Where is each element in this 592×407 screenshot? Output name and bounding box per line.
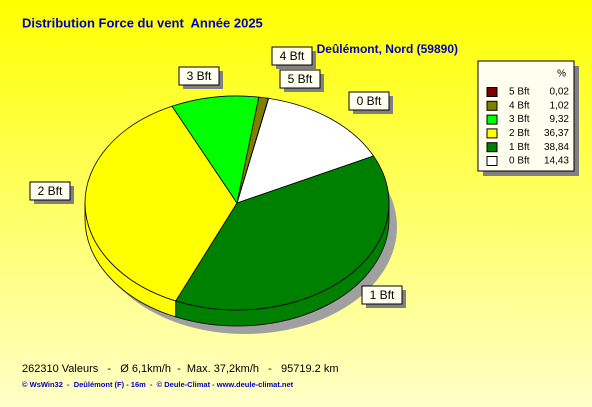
slice-label: 2 Bft	[38, 184, 63, 198]
label-box	[348, 91, 390, 111]
slice	[236, 97, 270, 204]
legend-label: 4 Bft	[509, 100, 530, 111]
slice-label: 4 Bft	[280, 49, 305, 63]
slice-label: 0 Bft	[357, 94, 382, 108]
legend-label: 3 Bft	[509, 114, 530, 125]
slice-labels: 5 Bft 4 Bft 3 Bft 2 Bft 1 Bft 0 Bft	[29, 46, 406, 308]
legend-label: 1 Bft	[509, 142, 530, 153]
legend-swatch	[486, 156, 498, 166]
legend-header: %	[557, 69, 566, 80]
label-box	[271, 46, 313, 66]
legend-swatch	[486, 100, 498, 111]
legend-value: 14,43	[544, 156, 569, 167]
footer: 262310 Valeurs - Ø 6,1km/h - Max. 37,2km…	[22, 363, 339, 375]
legend-entries: 5 Bft 0,02 4 Bft 1,02 3 Bft 9,32 2 Bft 36,37 1 B…	[486, 87, 570, 167]
pie	[84, 95, 397, 334]
legend-swatch	[486, 87, 498, 97]
legend-swatch	[486, 142, 498, 153]
slice	[84, 105, 238, 302]
slice-label: 1 Bft	[370, 288, 395, 302]
slice-label: 5 Bft	[288, 72, 313, 86]
legend-label: 0 Bft	[509, 156, 530, 167]
legend-label: 5 Bft	[509, 87, 530, 98]
slice-label: 3 Bft	[187, 69, 212, 83]
legend-value: 38,84	[544, 142, 569, 153]
chart-subtitle: Deûlémont, Nord (59890)	[317, 42, 458, 56]
label-box	[29, 181, 71, 201]
label-box	[279, 69, 321, 89]
legend-swatch	[486, 128, 498, 139]
legend-value: 9,32	[550, 114, 570, 125]
legend-value: 36,37	[544, 128, 569, 139]
slice	[236, 97, 375, 204]
credit: © WsWin32 - Deûlémont (F) - 16m - © Deul…	[22, 380, 294, 389]
legend-value: 1,02	[550, 100, 570, 111]
chart-title: Distribution Force du vent Année 2025	[22, 15, 263, 30]
label-box	[178, 66, 220, 86]
slice	[175, 155, 390, 311]
legend-value: 0,02	[550, 87, 570, 98]
legend-label: 2 Bft	[509, 128, 530, 139]
label-box	[361, 285, 403, 305]
slice	[171, 95, 260, 205]
legend-swatch	[486, 114, 498, 125]
